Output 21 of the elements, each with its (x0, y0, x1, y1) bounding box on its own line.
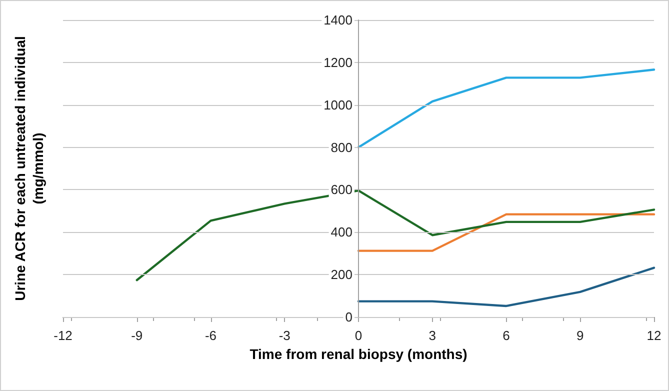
y-axis-title: Urine ACR for each untreated individual (mg/mmol) (12, 36, 46, 301)
y-tick-label: 0 (345, 310, 352, 324)
x-tick-label: -6 (204, 328, 217, 343)
y-tick-label: 1200 (324, 54, 352, 70)
y-tick-label: 1400 (324, 12, 352, 28)
x-tick-label: 6 (502, 328, 510, 343)
x-tick-label: -9 (131, 328, 143, 343)
y-tick-label: 1000 (324, 97, 352, 112)
line-series (357, 266, 656, 308)
x-tick-label: 12 (646, 328, 662, 343)
x-tick-label: -12 (54, 328, 72, 343)
line-series (357, 68, 656, 148)
y-tick-label: 400 (330, 224, 352, 240)
x-axis-title: Time from renal biopsy (months) (250, 346, 468, 362)
x-tick-label: 0 (354, 328, 362, 343)
y-tick-label: 800 (330, 140, 352, 155)
y-tick-label: 200 (330, 267, 352, 282)
x-tick-label: -3 (278, 328, 290, 343)
x-tick-label: 3 (428, 328, 436, 343)
y-tick-label: 600 (330, 182, 352, 198)
x-tick-label: 9 (576, 328, 584, 343)
